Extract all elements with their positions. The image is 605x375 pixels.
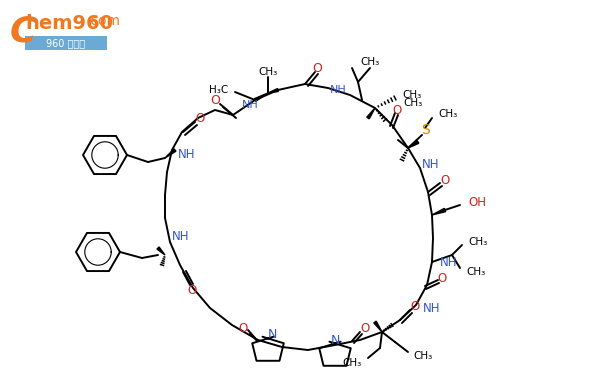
Text: C: C bbox=[10, 14, 36, 48]
Text: O: O bbox=[440, 174, 450, 186]
Text: CH₃: CH₃ bbox=[413, 351, 432, 361]
Text: OH: OH bbox=[468, 195, 486, 208]
Text: CH₃: CH₃ bbox=[343, 358, 362, 368]
Text: CH₃: CH₃ bbox=[404, 98, 423, 108]
Polygon shape bbox=[268, 88, 278, 93]
Text: O: O bbox=[312, 62, 322, 75]
Text: CH₃: CH₃ bbox=[361, 57, 379, 67]
Text: O: O bbox=[437, 272, 446, 285]
Text: CH₃: CH₃ bbox=[438, 109, 457, 119]
FancyBboxPatch shape bbox=[25, 36, 107, 50]
Text: 960 化工网: 960 化工网 bbox=[47, 38, 85, 48]
Text: NH: NH bbox=[172, 231, 189, 243]
Text: O: O bbox=[393, 104, 402, 117]
Polygon shape bbox=[374, 321, 382, 332]
Text: NH: NH bbox=[423, 302, 440, 315]
Text: .com: .com bbox=[87, 14, 121, 28]
Text: O: O bbox=[195, 111, 204, 125]
Text: NH: NH bbox=[178, 148, 195, 162]
Text: O: O bbox=[210, 93, 220, 106]
Text: O: O bbox=[410, 300, 420, 313]
Text: O: O bbox=[188, 284, 197, 297]
Text: S: S bbox=[420, 123, 430, 137]
Text: H₃C: H₃C bbox=[209, 85, 228, 95]
Text: NH: NH bbox=[422, 159, 439, 171]
Text: CH₃: CH₃ bbox=[466, 267, 485, 277]
Text: CH₃: CH₃ bbox=[258, 67, 278, 77]
Text: NH: NH bbox=[242, 100, 259, 110]
Text: hem960: hem960 bbox=[25, 14, 113, 33]
Polygon shape bbox=[165, 149, 176, 158]
Polygon shape bbox=[367, 108, 375, 119]
Text: CH₃: CH₃ bbox=[468, 237, 487, 247]
Polygon shape bbox=[432, 209, 446, 215]
Polygon shape bbox=[254, 93, 268, 101]
Text: O: O bbox=[238, 321, 247, 334]
Text: O: O bbox=[361, 322, 370, 336]
Text: NH: NH bbox=[330, 85, 347, 95]
Text: N: N bbox=[267, 328, 276, 342]
Polygon shape bbox=[157, 247, 165, 255]
Text: CH₃: CH₃ bbox=[402, 90, 421, 100]
Text: NH: NH bbox=[440, 255, 457, 268]
Text: N: N bbox=[330, 333, 339, 346]
Polygon shape bbox=[408, 141, 419, 148]
